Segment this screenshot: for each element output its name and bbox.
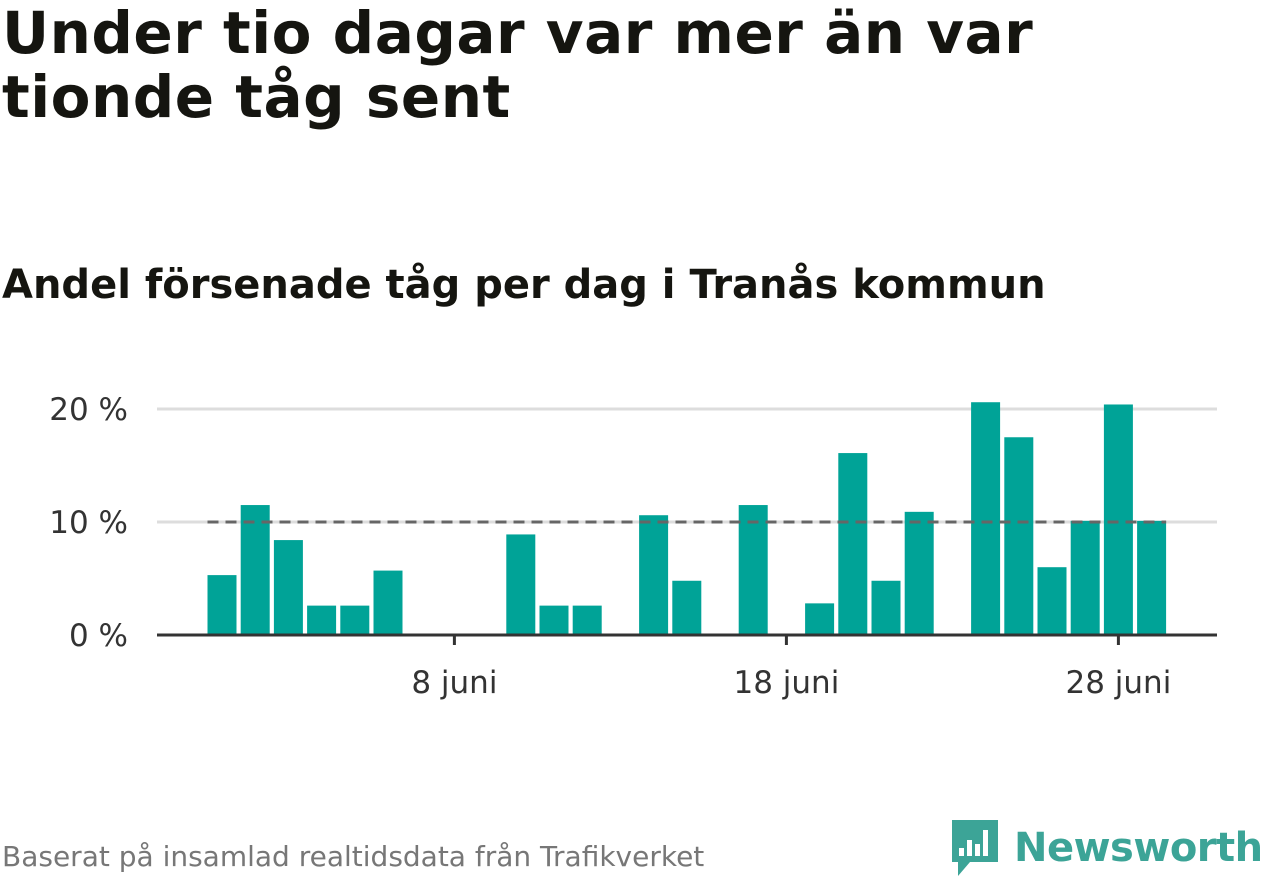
x-tick-label: 28 juni bbox=[1065, 665, 1171, 701]
chart-subtitle: Andel försenade tåg per dag i Tranås kom… bbox=[2, 262, 1046, 308]
bar bbox=[307, 605, 337, 635]
bar bbox=[207, 575, 237, 635]
y-tick-label: 20 % bbox=[49, 392, 128, 428]
bar bbox=[738, 505, 768, 635]
bar bbox=[871, 580, 901, 635]
y-tick-label: 0 % bbox=[69, 618, 128, 654]
bars bbox=[207, 402, 1167, 635]
source-note: Baserat på insamlad realtidsdata från Tr… bbox=[2, 840, 705, 873]
bar bbox=[1103, 404, 1133, 635]
bar bbox=[240, 505, 270, 635]
axes: 0 % 10 % 20 % 8 juni 18 juni 28 juni bbox=[49, 392, 1217, 701]
bar bbox=[805, 603, 835, 635]
bar bbox=[340, 605, 370, 635]
bar bbox=[1137, 520, 1167, 635]
chart-title: Under tio dagar var mer än var tionde tå… bbox=[2, 0, 1034, 131]
bar bbox=[672, 580, 702, 635]
newsworthy-logo-text: Newsworthy bbox=[1014, 825, 1262, 871]
bar bbox=[639, 515, 669, 635]
bar bbox=[506, 534, 536, 635]
newsworthy-logo: Newsworthy bbox=[950, 818, 1262, 878]
bar bbox=[904, 511, 934, 635]
x-tick-label: 18 juni bbox=[733, 665, 839, 701]
bar bbox=[838, 453, 868, 635]
bar bbox=[971, 402, 1001, 635]
bar bbox=[273, 540, 303, 635]
bar-chart: 0 % 10 % 20 % 8 juni 18 juni 28 juni bbox=[49, 392, 1217, 701]
newsworthy-logo-icon bbox=[952, 820, 998, 876]
bar bbox=[1037, 567, 1067, 635]
bar bbox=[572, 605, 602, 635]
bar bbox=[1004, 437, 1034, 635]
x-tick-label: 8 juni bbox=[411, 665, 497, 701]
bar bbox=[1070, 520, 1100, 635]
y-tick-label: 10 % bbox=[49, 505, 128, 541]
bar bbox=[539, 605, 569, 635]
bar bbox=[373, 570, 403, 635]
gridlines bbox=[157, 407, 1217, 524]
